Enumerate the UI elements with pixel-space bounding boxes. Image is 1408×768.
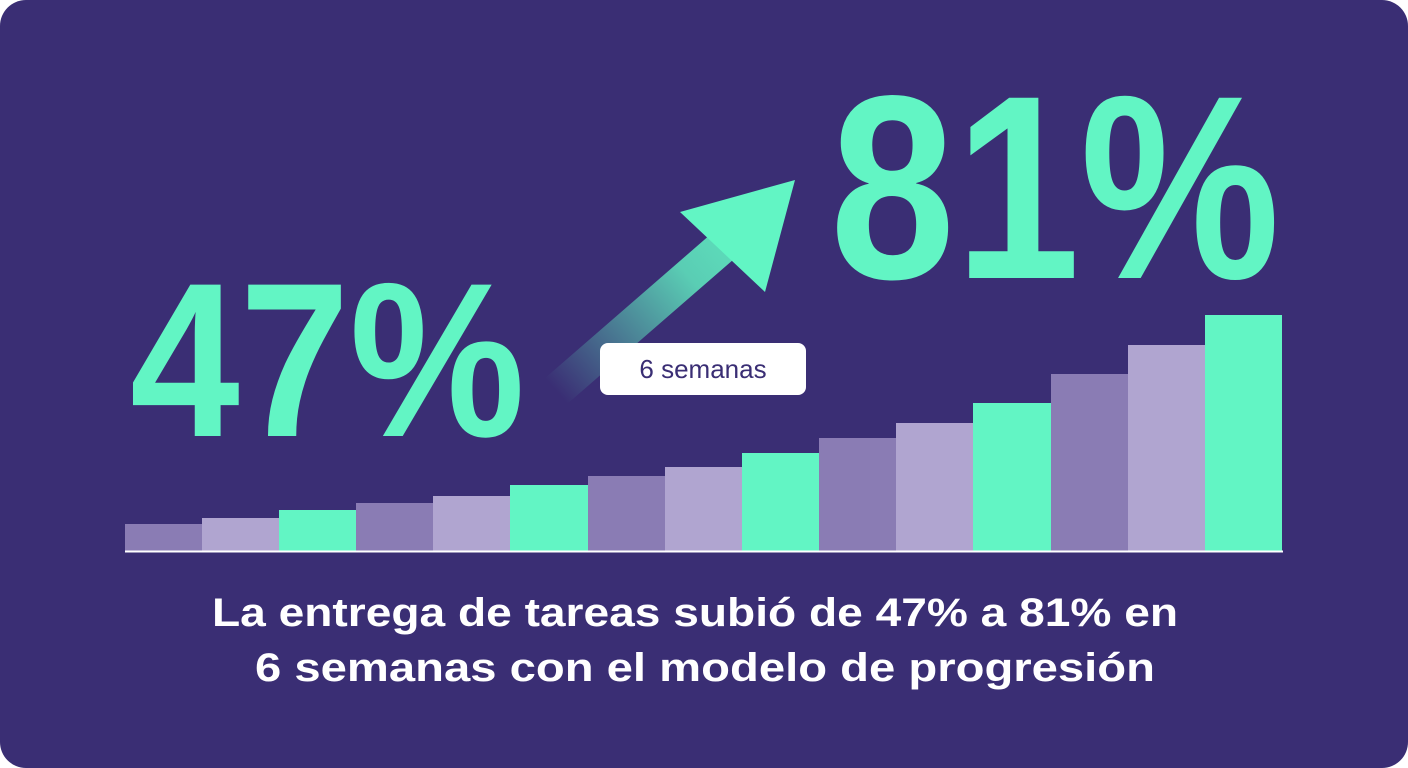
bar: [973, 403, 1051, 551]
stat-start: 47%: [130, 237, 525, 483]
bar: [742, 453, 819, 551]
arrow-head: [680, 180, 795, 292]
arrow: [543, 180, 795, 405]
bars: [125, 315, 1283, 553]
bar: [279, 510, 356, 551]
arrow-shaft: [543, 227, 742, 405]
bar: [356, 503, 433, 551]
stat-end: 81%: [830, 41, 1280, 334]
bar: [510, 485, 588, 551]
bar: [1128, 345, 1205, 551]
caption-line: 6 semanas con el modelo de progresión: [255, 646, 1155, 690]
bar: [1205, 315, 1282, 551]
bar: [125, 524, 202, 551]
bar: [665, 467, 742, 551]
bar: [896, 423, 973, 551]
badge: 6 semanas: [600, 343, 806, 395]
badge-box: [600, 343, 806, 395]
bar: [202, 518, 279, 551]
bar: [1051, 374, 1128, 551]
bar: [433, 496, 510, 551]
bar: [588, 476, 665, 551]
badge-label: 6 semanas: [639, 354, 766, 384]
caption-line: La entrega de tareas subió de 47% a 81% …: [212, 591, 1178, 635]
bar: [819, 438, 896, 551]
